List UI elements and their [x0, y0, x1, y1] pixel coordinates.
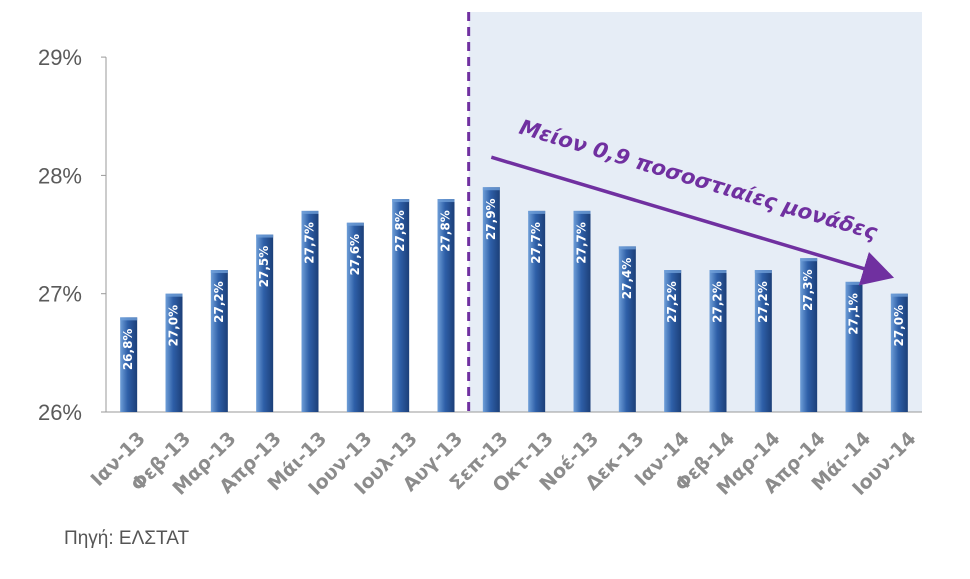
data-label: 27,0% [167, 305, 181, 347]
data-label: 27,8% [439, 210, 453, 252]
y-tick-label: 26% [38, 400, 82, 425]
bar [890, 293, 908, 412]
bar-cap [528, 210, 546, 214]
data-label: 27,3% [801, 269, 815, 311]
bar-cap [120, 317, 138, 321]
y-tick-label: 29% [38, 45, 82, 70]
bar [800, 258, 818, 412]
bar-cap [392, 199, 410, 203]
data-label: 27,2% [212, 281, 226, 323]
bar [482, 187, 500, 412]
data-label: 27,0% [892, 305, 906, 347]
bar-cap [754, 270, 772, 274]
bar [845, 281, 863, 412]
bar-cap [165, 293, 183, 297]
bar [346, 222, 364, 412]
bar [392, 199, 410, 412]
data-label: 27,7% [575, 222, 589, 264]
data-label: 27,8% [393, 210, 407, 252]
bar-chart: 26% 27% 28% 29% 26,8% 27,0% 27,2% 27,5% 27,7% 27… [38, 12, 922, 500]
source-note: Πηγή: ΕΛΣΤΑΤ [64, 528, 190, 549]
bar-cap [301, 210, 319, 214]
data-label: 27,9% [484, 198, 498, 240]
bar [165, 293, 183, 412]
bar-cap [437, 199, 455, 203]
bar [210, 270, 228, 412]
y-tick-label: 28% [38, 163, 82, 188]
bar-cap [210, 270, 228, 274]
bar [754, 270, 772, 412]
bar-cap [845, 281, 863, 285]
data-label: 27,7% [303, 222, 317, 264]
bar-cap [709, 270, 727, 274]
trend-arrow [490, 155, 895, 286]
bar-cap [256, 234, 274, 238]
data-label: 27,1% [847, 293, 861, 335]
bar-cap [573, 210, 591, 214]
data-label: 27,2% [711, 281, 725, 323]
bar-cap [664, 270, 682, 274]
data-label: 27,2% [665, 281, 679, 323]
data-label: 27,5% [257, 246, 271, 288]
bar [256, 234, 274, 412]
data-label: 27,6% [348, 234, 362, 276]
bar [573, 210, 591, 412]
bar [528, 210, 546, 412]
bar [664, 270, 682, 412]
bar-cap [482, 187, 500, 191]
bar [437, 199, 455, 412]
data-label: 27,7% [529, 222, 543, 264]
bar-cap [346, 222, 364, 226]
bar [709, 270, 727, 412]
bar [120, 317, 138, 412]
bar-cap [800, 258, 818, 262]
data-label: 27,2% [756, 281, 770, 323]
data-label: 26,8% [121, 329, 135, 371]
data-label: 27,4% [620, 258, 634, 300]
bar-cap [890, 293, 908, 297]
y-tick-label: 27% [38, 282, 82, 307]
bar [301, 210, 319, 412]
bar [618, 246, 636, 412]
bar-cap [618, 246, 636, 250]
